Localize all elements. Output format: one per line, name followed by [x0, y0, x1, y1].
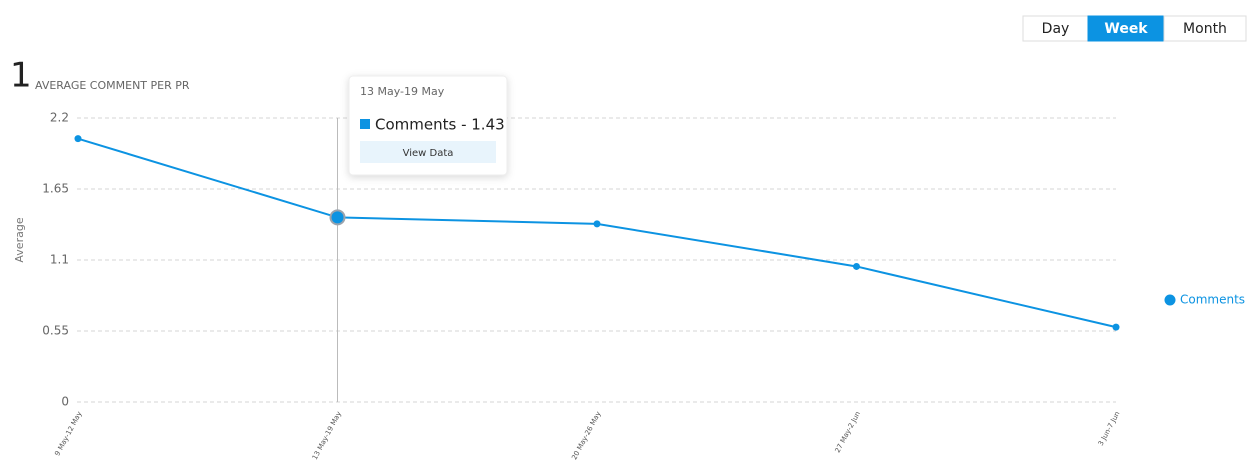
header-value: 1 [10, 56, 32, 96]
point [593, 220, 601, 228]
tooltip-swatch [360, 119, 370, 129]
period-label[interactable]: Week [1104, 21, 1148, 37]
legend-label[interactable]: Comments [1180, 293, 1245, 307]
x-tick-label: 27 May-2 Jun [834, 410, 862, 454]
point [74, 135, 82, 143]
view-data-button[interactable] [360, 141, 496, 163]
point [853, 262, 860, 270]
y-tick-label: 0.55 [42, 324, 69, 338]
line [77, 137, 1117, 329]
point [331, 211, 344, 224]
period-label[interactable]: Day [1042, 21, 1070, 37]
point [1112, 323, 1120, 331]
y-tick-label: 1.1 [50, 253, 69, 267]
period-button[interactable] [1022, 15, 1089, 42]
view-data-label[interactable]: View Data [403, 148, 454, 159]
x-tick-label: 13 May-19 May [311, 410, 343, 461]
period-button[interactable] [1087, 15, 1165, 42]
x-tick-label: 9 May-12 May [53, 410, 83, 457]
y-tick-label: 2.2 [50, 111, 69, 125]
tooltip: 13 May-19 May Comments - 1.43 View Data [348, 75, 508, 176]
plot: 0 0.55 1.1 1.65 2.2 9 May-12 May 13 May-19 May… [42, 111, 1245, 462]
period-button[interactable] [1163, 15, 1247, 42]
tooltip-title: 13 May-19 May [360, 85, 445, 98]
tooltip-label: Comments - 1.43 [375, 116, 505, 134]
legend-swatch[interactable] [1164, 294, 1176, 306]
y-tick-label: 0 [61, 395, 69, 409]
x-tick-label: 20 May-26 May [570, 410, 602, 461]
period-switch: Day Week Month [1022, 15, 1247, 42]
period-label[interactable]: Month [1183, 21, 1227, 37]
header-label: AVERAGE COMMENT PER PR [35, 79, 190, 92]
x-tick-label: 3 Jun-7 Jun [1097, 410, 1122, 447]
y-tick-label: 1.65 [42, 182, 69, 196]
y-axis-label: Average [13, 217, 26, 262]
